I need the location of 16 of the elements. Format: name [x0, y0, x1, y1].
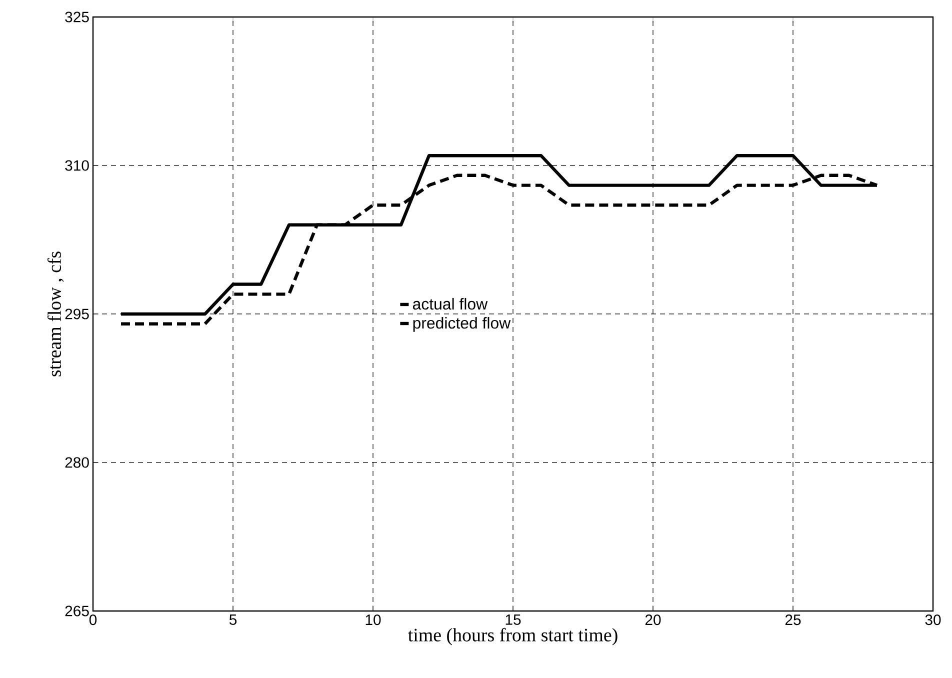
x-tick-label: 5	[229, 614, 237, 625]
x-tick-label: 25	[785, 614, 801, 626]
y-tick-label: 325	[65, 12, 89, 22]
y-tick-label: 310	[65, 160, 89, 171]
legend-label: actual flow	[412, 298, 488, 310]
y-tick-label: 295	[65, 308, 89, 320]
x-tick-label: 20	[645, 614, 661, 626]
y-tick-label: 265	[65, 606, 89, 616]
legend-label: predicted flow	[413, 316, 511, 332]
y-tick-label: 280	[65, 457, 89, 468]
x-tick-label: 15	[506, 614, 521, 625]
x-tick-label: 0	[89, 614, 97, 626]
y-axis-title: stream flow , cfs	[47, 252, 64, 376]
x-tick-label: 30	[925, 614, 941, 626]
x-tick-label: 10	[366, 614, 381, 626]
x-axis-title: time (hours from start time)	[408, 628, 618, 646]
